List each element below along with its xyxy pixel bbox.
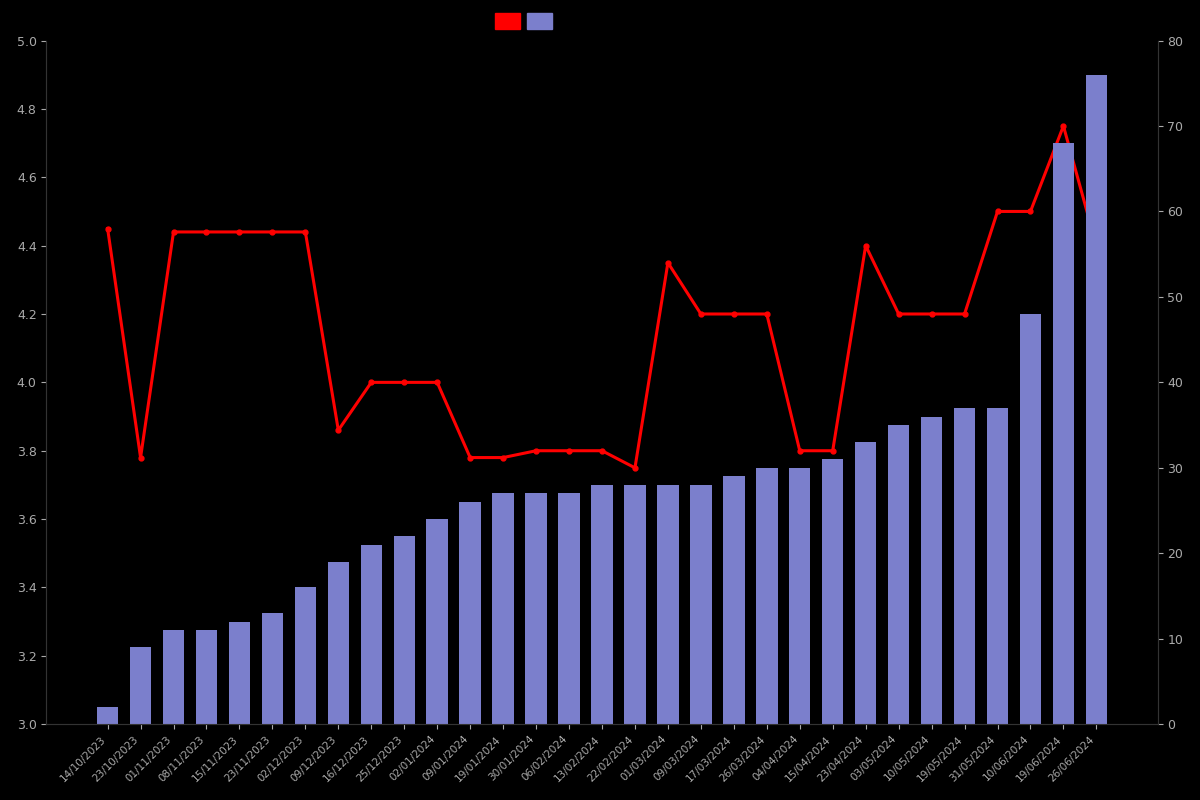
Bar [262,613,283,724]
Bar [1086,74,1108,724]
Bar [360,545,382,724]
Bar [954,408,976,724]
Bar [658,485,679,724]
Bar [492,494,514,724]
Bar [1052,143,1074,724]
Bar [196,630,217,724]
Bar [460,502,481,724]
Bar [163,630,185,724]
Bar [130,647,151,724]
Bar [854,442,876,724]
Bar [592,485,613,724]
Bar [295,587,316,724]
Bar [558,494,580,724]
Legend: , : , [496,14,553,30]
Bar [790,468,810,724]
Bar [97,707,119,724]
Bar [426,519,448,724]
Bar [986,408,1008,724]
Bar [690,485,712,724]
Bar [756,468,778,724]
Bar [526,494,547,724]
Bar [1020,314,1042,724]
Bar [394,536,415,724]
Bar [624,485,646,724]
Bar [229,622,250,724]
Bar [920,417,942,724]
Bar [724,476,744,724]
Bar [328,562,349,724]
Bar [822,459,844,724]
Bar [888,425,910,724]
